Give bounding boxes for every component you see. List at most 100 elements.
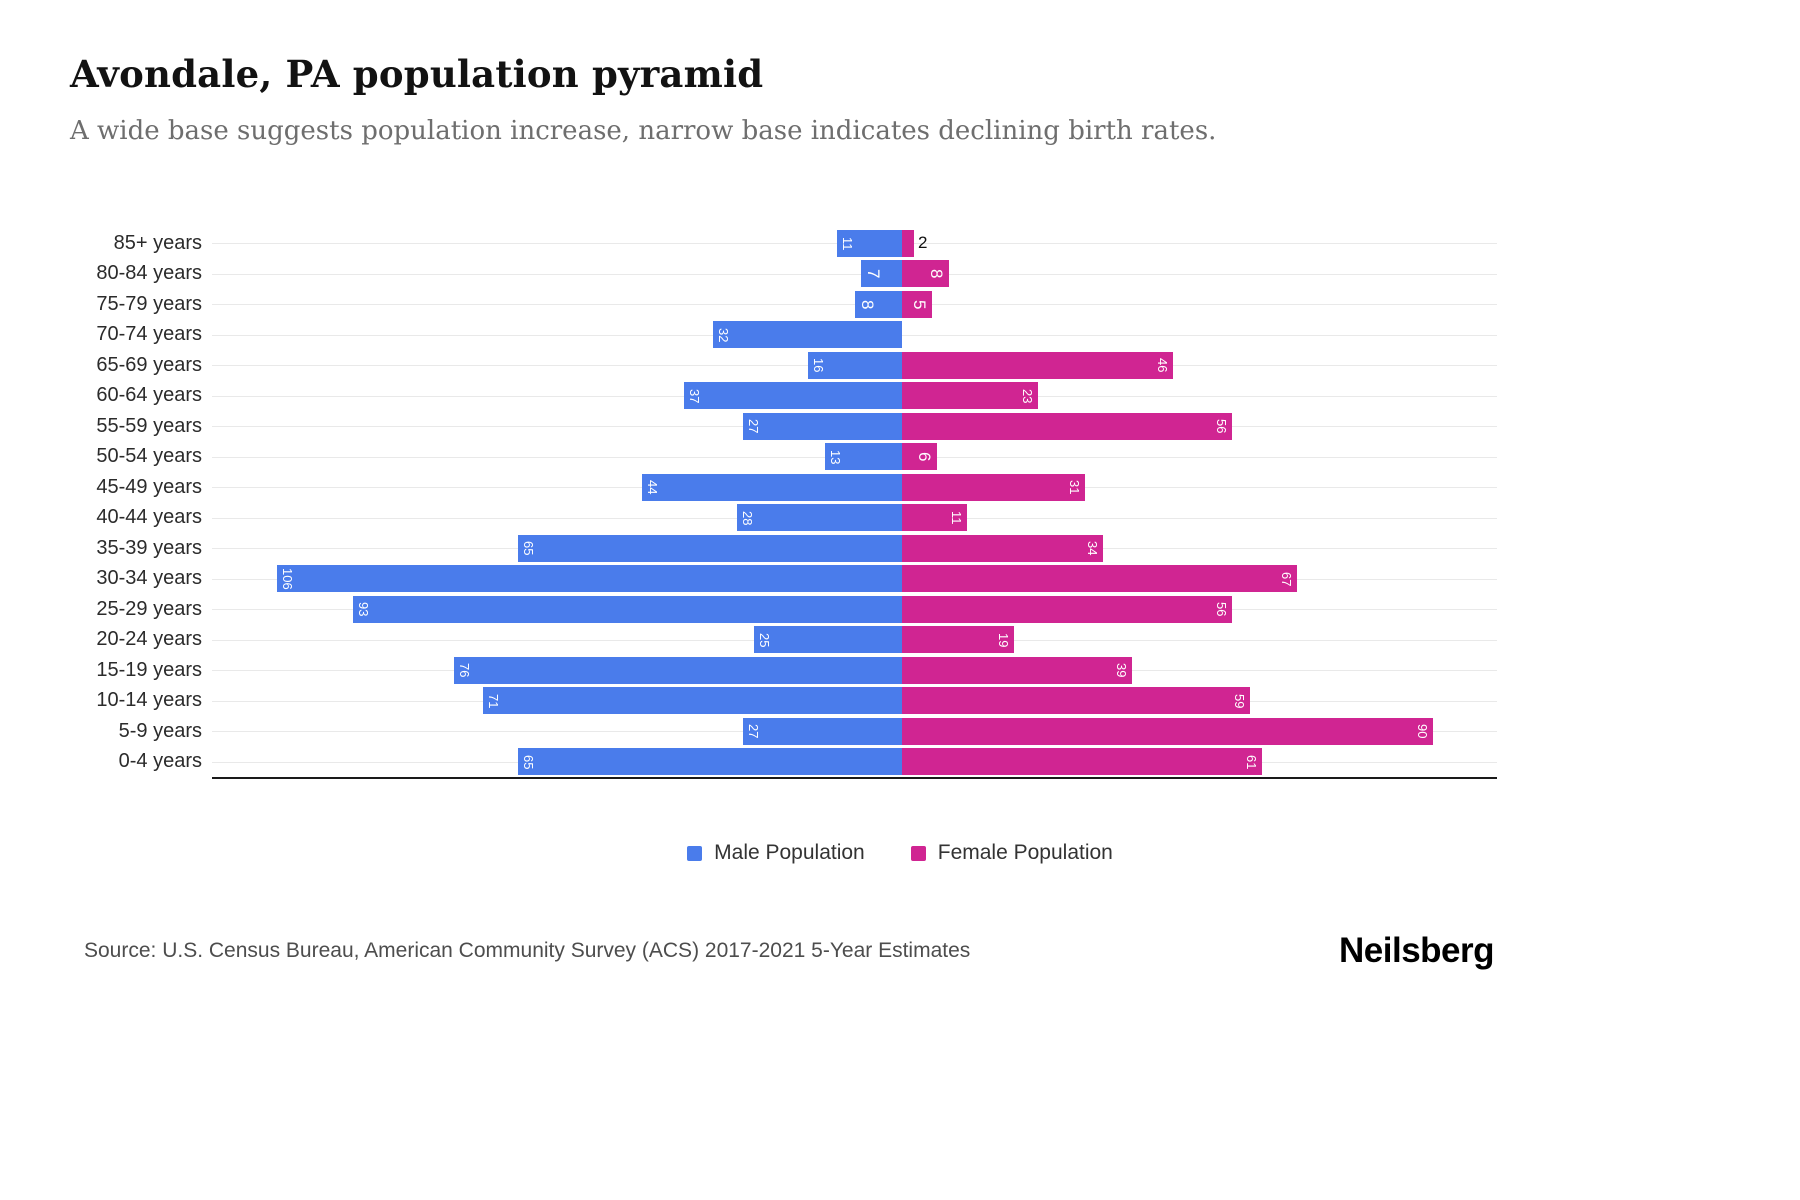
female-population-bar: 61 [902,748,1262,776]
male-population-bar: 28 [737,504,902,532]
bar-value-label: 34 [1085,541,1100,556]
pyramid-row: 30-34 years 106 67 [66,564,1800,595]
male-population-bar: 27 [743,717,902,745]
bar-value-label: 16 [811,358,826,373]
pyramid-row: 85+ years 11 2 [66,228,1800,259]
pyramid-row: 80-84 years 7 8 [66,259,1800,290]
age-group-label: 60-64 years [96,384,202,407]
male-population-bar: 76 [454,656,902,684]
row-plot: 71 59 [212,686,1497,717]
male-side: 32 [212,320,902,351]
female-side: 8 [902,259,1497,290]
row-plot: 25 19 [212,625,1497,656]
female-side: 46 [902,350,1497,381]
pyramid-row: 55-59 years 27 56 [66,411,1800,442]
female-population-bar: 6 [902,443,937,471]
bar-value-label: 5 [910,299,929,309]
age-group-label: 25-29 years [96,597,202,620]
bar-value-label: 23 [1020,388,1035,403]
page-footer: Source: U.S. Census Bureau, American Com… [0,931,1800,971]
female-population-bar: 11 [902,504,967,532]
female-side [902,320,1497,351]
female-population-bar: 56 [902,412,1232,440]
male-population-bar: 106 [277,565,902,593]
pyramid-row: 75-79 years 8 5 [66,289,1800,320]
bar-value-label: 8 [927,269,946,279]
bar-value-label: 37 [687,388,702,403]
female-population-bar: 56 [902,595,1232,623]
bar-value-label: 6 [915,452,934,462]
legend-item-male[interactable]: Male Population [687,841,865,865]
female-side: 19 [902,625,1497,656]
male-legend-swatch-icon [687,845,703,861]
male-side: 7 [212,259,902,290]
row-plot: 37 23 [212,381,1497,412]
age-group-label: 0-4 years [118,750,202,773]
source-text: Source: U.S. Census Bureau, American Com… [84,939,971,962]
female-side: 61 [902,747,1497,778]
male-population-bar: 93 [353,595,902,623]
row-plot: 11 2 [212,228,1497,259]
female-side: 56 [902,594,1497,625]
legend-item-female[interactable]: Female Population [910,841,1113,865]
age-group-label: 40-44 years [96,506,202,529]
male-side: 65 [212,533,902,564]
bar-value-label: 65 [521,754,536,769]
page-subtitle: A wide base suggests population increase… [70,116,1217,146]
age-group-label: 10-14 years [96,689,202,712]
row-plot: 65 34 [212,533,1497,564]
row-plot: 16 46 [212,350,1497,381]
pyramid-chart: 85+ years 11 2 80-84 years 7 8 75-79 years 8 5 70… [0,228,1800,779]
bar-value-label: 27 [746,419,761,434]
bar-value-label: 13 [828,449,843,464]
row-plot: 27 56 [212,411,1497,442]
male-population-bar: 71 [483,687,902,715]
pyramid-row: 45-49 years 44 31 [66,472,1800,503]
pyramid-row: 0-4 years 65 61 [66,747,1800,778]
female-side: 5 [902,289,1497,320]
male-population-bar: 65 [518,534,902,562]
bar-value-label: 8 [858,299,877,309]
pyramid-row: 50-54 years 13 6 [66,442,1800,473]
pyramid-row: 10-14 years 71 59 [66,686,1800,717]
female-side: 6 [902,442,1497,473]
age-group-label: 15-19 years [96,658,202,681]
chart-legend: Male Population Female Population [0,841,1800,865]
male-population-bar: 44 [642,473,902,501]
row-plot: 106 67 [212,564,1497,595]
bar-value-label: 11 [840,236,855,251]
male-population-bar: 27 [743,412,902,440]
female-population-bar: 34 [902,534,1103,562]
female-side: 23 [902,381,1497,412]
female-side: 11 [902,503,1497,534]
gridline [212,273,1497,275]
female-population-bar: 8 [902,260,949,288]
female-side: 90 [902,716,1497,747]
female-population-bar: 46 [902,351,1173,379]
male-side: 106 [212,564,902,595]
age-group-label: 85+ years [113,231,202,254]
female-side: 34 [902,533,1497,564]
male-population-bar: 25 [754,626,902,654]
bar-value-label: 11 [949,511,964,525]
male-side: 16 [212,350,902,381]
male-side: 65 [212,747,902,778]
age-group-label: 30-34 years [96,567,202,590]
bar-value-label: 106 [280,567,295,590]
pyramid-row: 25-29 years 93 56 [66,594,1800,625]
female-side: 59 [902,686,1497,717]
male-population-bar: 16 [808,351,902,379]
male-side: 25 [212,625,902,656]
row-plot: 65 61 [212,747,1497,778]
bar-value-label: 46 [1155,358,1170,373]
male-side: 93 [212,594,902,625]
bar-value-label: 71 [486,693,501,708]
male-population-bar: 13 [825,443,902,471]
bar-value-label: 25 [757,632,772,647]
bar-value-label: 65 [521,541,536,556]
pyramid-row: 60-64 years 37 23 [66,381,1800,412]
bar-value-label: 39 [1114,663,1129,678]
female-population-bar [902,229,914,257]
